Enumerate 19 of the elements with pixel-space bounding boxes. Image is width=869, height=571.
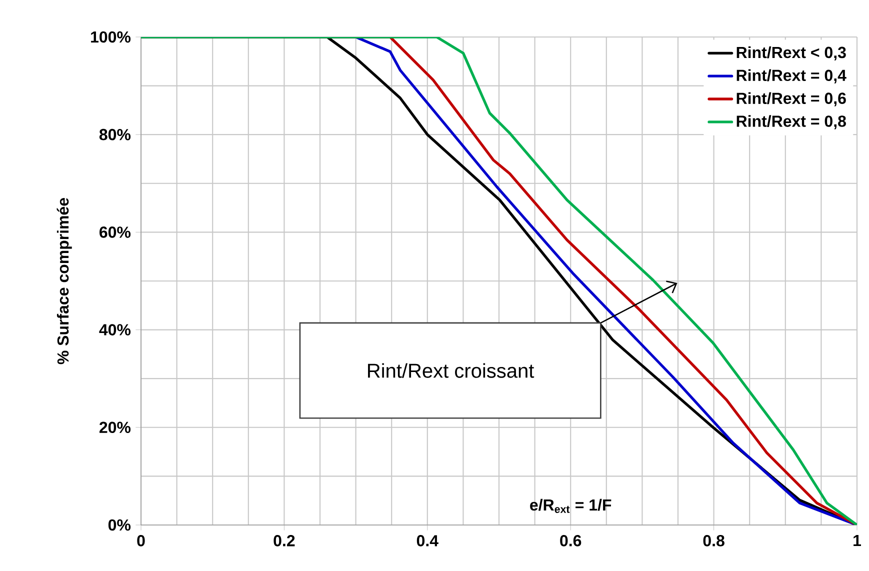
legend-label: Rint/Rext = 0,4	[736, 69, 846, 84]
x-tick-label: 1	[854, 535, 861, 546]
y-tick-label: 0%	[108, 519, 131, 531]
y-tick-label: 20%	[100, 422, 131, 434]
y-axis-title: % Surface comprimée	[56, 198, 72, 364]
y-tick-label: 40%	[99, 324, 131, 336]
legend-label: Rint/Rext = 0,6	[736, 92, 846, 106]
x-tick-label: 0.2	[274, 535, 295, 546]
y-tick-label: 60%	[100, 226, 131, 238]
legend-label: Rint/Rext = 0,8	[736, 115, 846, 130]
x-axis-title: e/R$_{ext}$ = 1/F	[530, 498, 612, 513]
x-tick-label: 0.6	[560, 535, 582, 546]
legend-label: Rint/Rext < 0,3	[736, 46, 846, 60]
x-tick-label: 0.4	[416, 535, 438, 546]
x-tick-label: 0	[137, 535, 145, 546]
y-tick-label: 100%	[91, 31, 131, 43]
annotation: Rint/Rext croissant	[368, 363, 534, 378]
x-tick-label: 0.8	[703, 535, 724, 546]
y-tick-label: 80%	[99, 128, 131, 140]
